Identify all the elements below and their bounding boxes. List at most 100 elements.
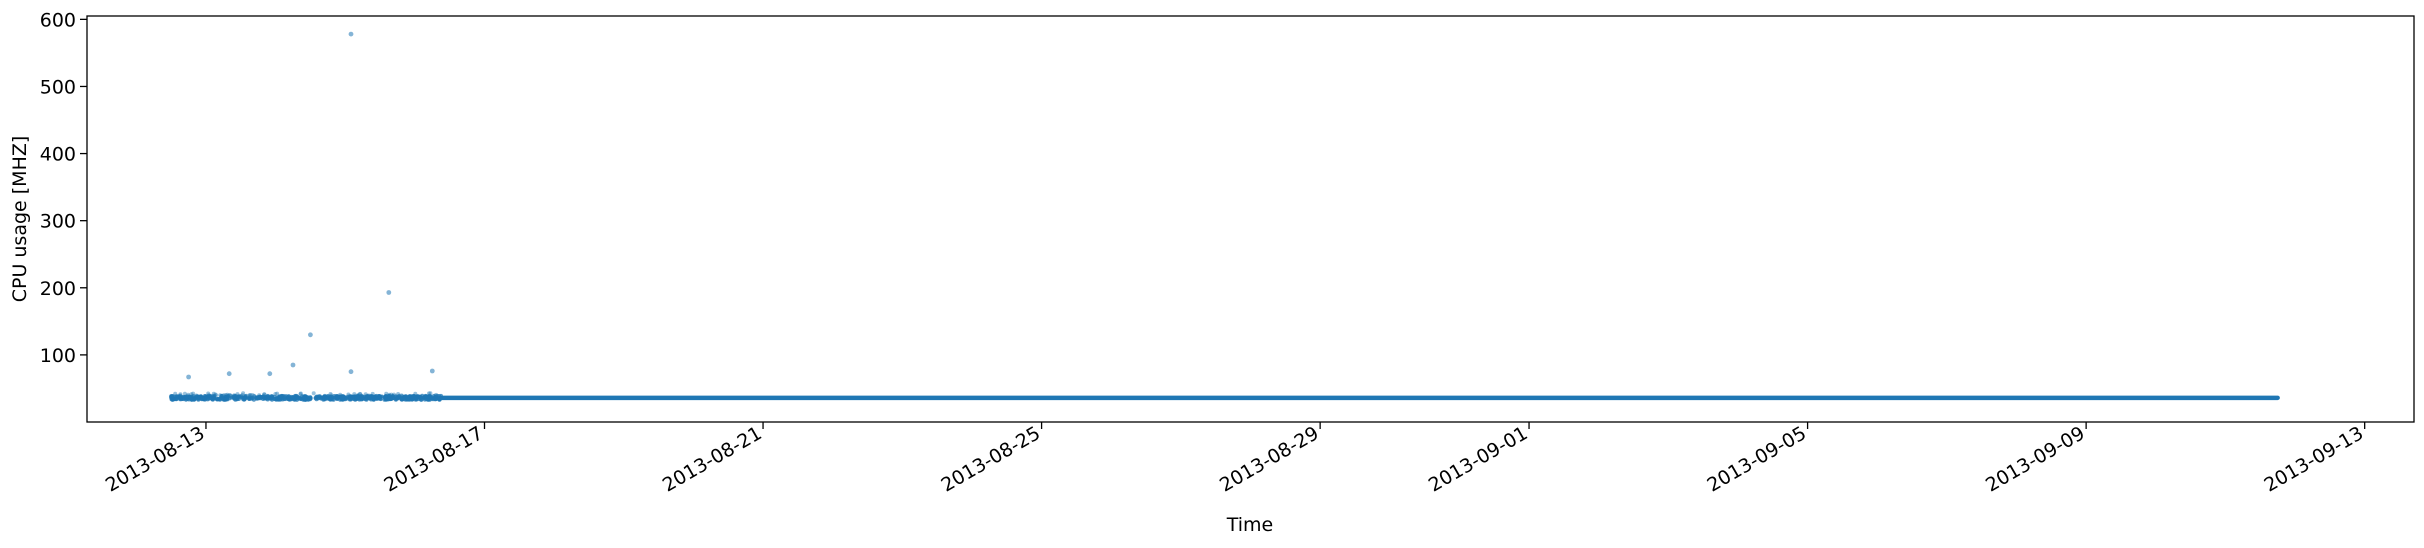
scatter-point <box>419 395 424 400</box>
scatter-point <box>218 393 223 398</box>
scatter-point <box>244 393 249 398</box>
scatter-point <box>178 393 183 398</box>
scatter-point <box>389 392 394 397</box>
scatter-point <box>340 395 345 400</box>
scatter-point <box>360 396 364 401</box>
scatter-point <box>200 396 205 401</box>
scatter-point <box>356 394 360 399</box>
scatter-point <box>205 396 210 401</box>
scatter-point <box>352 392 357 397</box>
scatter-point <box>319 396 324 401</box>
scatter-point <box>232 396 237 401</box>
scatter-point <box>392 392 396 397</box>
scatter-point <box>413 391 418 396</box>
scatter-point <box>374 396 379 401</box>
scatter-point <box>250 393 255 398</box>
scatter-point <box>329 393 334 398</box>
scatter-point <box>387 397 392 402</box>
scatter-point <box>241 391 246 396</box>
scatter-point <box>240 393 245 398</box>
outlier-point <box>226 371 232 377</box>
scatter-point <box>191 391 196 396</box>
scatter-point <box>224 397 228 402</box>
scatter-point <box>384 394 388 398</box>
scatter-point <box>222 393 227 398</box>
outlier-point <box>308 332 313 338</box>
scatter-point <box>286 394 291 399</box>
y-axis: 100 200 300 400 500 600 <box>40 9 87 367</box>
scatter-point <box>344 395 349 400</box>
scatter-point <box>262 396 267 401</box>
scatter-point <box>311 391 316 396</box>
scatter-point <box>400 397 404 402</box>
scatter-points <box>169 31 2280 402</box>
scatter-point <box>302 397 307 402</box>
scatter-point <box>328 392 333 396</box>
scatter-point <box>427 391 431 396</box>
scatter-point <box>212 393 217 398</box>
scatter-point <box>275 391 280 396</box>
scatter-point <box>434 392 439 397</box>
scatter-point <box>258 395 263 400</box>
x-axis-label: Time <box>1226 514 1274 536</box>
scatter-point <box>262 392 267 397</box>
scatter-point <box>211 395 216 400</box>
scatter-point <box>357 391 362 396</box>
scatter-point <box>178 392 183 397</box>
scatter-point <box>225 392 230 397</box>
scatter-point <box>173 397 178 401</box>
scatter-point <box>262 392 267 397</box>
scatter-point <box>396 392 401 396</box>
y-tick-label: 200 <box>40 278 76 300</box>
scatter-point <box>300 394 305 399</box>
scatter-point <box>356 393 361 397</box>
scatter-point <box>214 393 219 398</box>
scatter-point <box>399 393 404 398</box>
scatter-point <box>232 393 237 398</box>
scatter-point <box>206 393 211 398</box>
y-tick-label: 500 <box>40 76 76 98</box>
scatter-point <box>211 391 216 396</box>
scatter-point <box>186 392 191 397</box>
scatter-point <box>220 396 225 400</box>
scatter-point <box>189 397 194 402</box>
outlier-point <box>290 362 296 368</box>
scatter-point <box>313 396 318 400</box>
scatter-point <box>371 395 376 400</box>
scatter-point <box>335 395 340 400</box>
scatter-point <box>390 396 395 401</box>
scatter-point <box>428 391 433 396</box>
outlier-point <box>386 290 392 295</box>
scatter-point <box>298 392 303 397</box>
scatter-point <box>247 393 252 398</box>
scatter-point <box>329 394 334 399</box>
scatter-point <box>257 393 262 398</box>
scatter-point <box>189 392 194 397</box>
scatter-point <box>338 392 343 397</box>
scatter-point <box>247 393 252 398</box>
scatter-point <box>207 394 212 398</box>
scatter-point <box>363 392 368 397</box>
scatter-point <box>409 394 414 399</box>
y-tick-label: 100 <box>40 345 76 367</box>
scatter-point <box>250 396 255 401</box>
outlier-point <box>267 371 273 377</box>
scatter-point <box>366 393 371 398</box>
scatter-point <box>170 394 175 398</box>
scatter-point <box>229 393 233 398</box>
scatter-point <box>403 394 408 399</box>
scatter-point <box>224 393 228 398</box>
scatter-point <box>433 397 438 402</box>
scatter-point <box>214 397 219 402</box>
scatter-point <box>227 393 232 398</box>
scatter-point <box>358 392 363 397</box>
scatter-point <box>429 396 434 401</box>
scatter-point <box>378 396 383 401</box>
scatter-point <box>328 397 333 402</box>
scatter-point <box>348 395 353 400</box>
plot-frame <box>86 15 2415 423</box>
outlier-point <box>348 31 354 37</box>
scatter-point <box>292 396 297 401</box>
